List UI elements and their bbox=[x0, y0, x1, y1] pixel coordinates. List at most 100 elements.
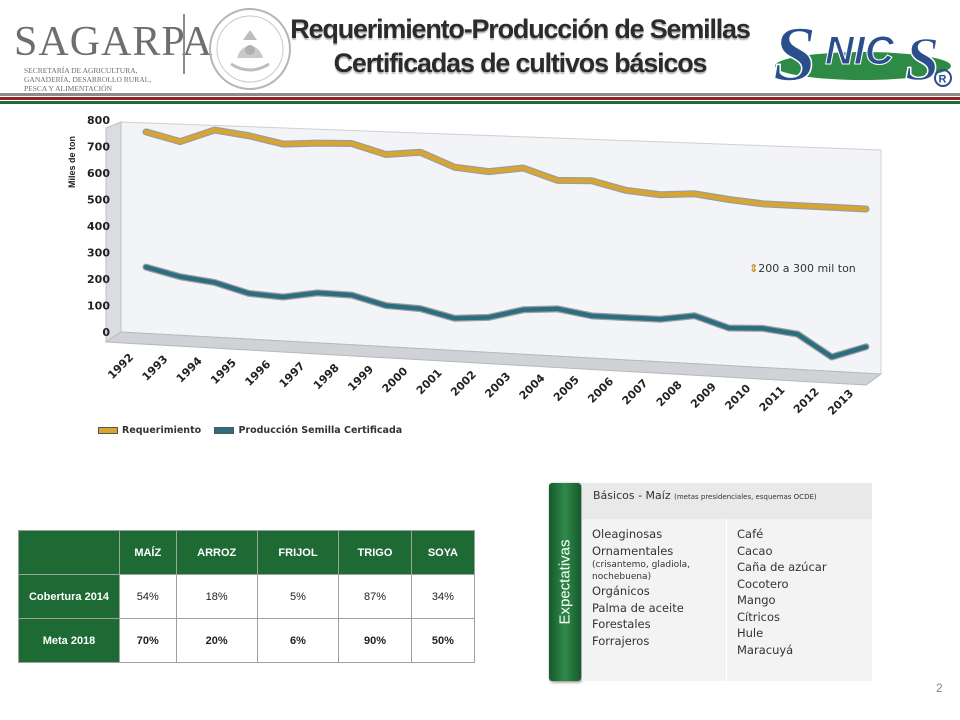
x-tick-label: 2013 bbox=[825, 387, 856, 418]
sagarpa-subtitle-line: PESCA Y ALIMENTACIÓN bbox=[24, 84, 113, 93]
chart-legend: Requerimiento Producción Semilla Certifi… bbox=[98, 425, 412, 436]
list-item: Hule bbox=[737, 626, 764, 640]
svg-text:S: S bbox=[905, 26, 939, 92]
page-title: Requerimiento-Producción de Semillas Cer… bbox=[285, 12, 755, 80]
table-header-row: MAÍZ ARROZ FRIJOL TRIGO SOYA bbox=[18, 530, 476, 575]
x-tick-label: 2004 bbox=[517, 371, 548, 402]
data-point bbox=[796, 332, 799, 336]
x-tick-label: 1992 bbox=[105, 351, 136, 382]
data-point bbox=[693, 314, 696, 317]
list-item: Cítricos bbox=[737, 609, 781, 624]
sagarpa-logo-text: SAGARPA bbox=[14, 19, 214, 65]
table-cell: 50% bbox=[410, 618, 476, 663]
list-item: Cocotero bbox=[737, 576, 789, 591]
x-tick-label: 2006 bbox=[585, 375, 616, 406]
x-tick-label: 1995 bbox=[208, 356, 239, 387]
expectativas-tab: Expectativas bbox=[549, 483, 581, 681]
title-line-1: Requerimiento-Producción de Semillas bbox=[290, 14, 751, 44]
header-divider bbox=[183, 14, 185, 74]
expectativas-col-2: Café Cacao Caña de azúcar Cocotero Mango… bbox=[727, 519, 872, 681]
chart-back-wall bbox=[120, 121, 882, 375]
x-tick-label: 2005 bbox=[551, 373, 582, 404]
top-main-text: Básicos - Maíz bbox=[593, 489, 671, 502]
col-header-soya: SOYA bbox=[410, 530, 476, 575]
sagarpa-subtitle-line: SECRETARÍA DE AGRICULTURA, bbox=[24, 66, 138, 75]
legend-item-requerimiento: Requerimiento bbox=[98, 425, 201, 436]
data-point bbox=[521, 308, 525, 311]
data-point bbox=[659, 318, 662, 321]
y-tick-label: 400 bbox=[87, 220, 110, 233]
expectativas-tab-label: Expectativas bbox=[556, 539, 574, 625]
line-chart: Miles de ton 0 100 200 300 400 500 600 700 800 1… bbox=[67, 114, 883, 418]
x-tick-label: 1998 bbox=[311, 361, 342, 392]
y-tick-label: 0 bbox=[102, 326, 110, 339]
list-item: Orgánicos bbox=[592, 584, 650, 598]
data-point bbox=[247, 292, 251, 295]
data-point bbox=[864, 345, 868, 348]
list-item: Caña de azúcar bbox=[737, 560, 827, 574]
annotation-text: 200 a 300 mil ton bbox=[758, 262, 856, 275]
x-tick-label: 2012 bbox=[791, 385, 822, 416]
data-point bbox=[350, 142, 353, 145]
expectativas-top-text: Básicos - Maíz (metas presidenciales, es… bbox=[593, 489, 817, 502]
data-point bbox=[350, 293, 353, 297]
data-point bbox=[590, 179, 593, 182]
table-cell: 34% bbox=[410, 574, 476, 619]
x-tick-label: 2001 bbox=[414, 366, 445, 397]
x-tick-label: 2010 bbox=[722, 382, 753, 413]
list-item: Oleaginosas bbox=[592, 527, 663, 541]
series-line-1 bbox=[143, 264, 869, 360]
list-item: Forestales bbox=[592, 617, 651, 631]
data-point bbox=[179, 275, 182, 278]
table-cell: 6% bbox=[256, 618, 340, 663]
data-point bbox=[659, 193, 662, 196]
header: SAGARPA SECRETARÍA DE AGRICULTURA, GANAD… bbox=[0, 0, 960, 105]
legend-label: Producción Semilla Certificada bbox=[238, 425, 403, 436]
data-point bbox=[727, 326, 731, 330]
list-item: Forrajeros bbox=[592, 633, 650, 648]
national-seal-icon bbox=[209, 8, 291, 90]
data-point bbox=[830, 206, 833, 209]
series-lines bbox=[142, 126, 870, 361]
snics-logo: S NIC S R bbox=[772, 9, 952, 92]
y-tick-label: 700 bbox=[87, 141, 110, 154]
data-point bbox=[247, 134, 251, 137]
data-point bbox=[316, 141, 319, 145]
y-tick-label: 200 bbox=[87, 273, 110, 286]
data-point bbox=[144, 265, 148, 269]
data-point bbox=[281, 142, 285, 146]
table-cell: 70% bbox=[119, 618, 177, 663]
list-item: Maracuyá bbox=[737, 642, 794, 657]
x-tick-label: 2011 bbox=[757, 384, 788, 415]
page-number: 2 bbox=[936, 681, 943, 695]
data-point bbox=[281, 295, 285, 299]
table-cell: 90% bbox=[338, 618, 412, 663]
table-cell: 87% bbox=[338, 574, 412, 619]
sagarpa-subtitle-line: GANADERÍA, DESARROLLO RURAL, bbox=[24, 75, 152, 84]
data-point bbox=[693, 192, 696, 196]
chart-annotation: ⇕200 a 300 mil ton bbox=[749, 262, 856, 275]
double-arrow-icon: ⇕ bbox=[749, 262, 759, 275]
coverage-table: MAÍZ ARROZ FRIJOL TRIGO SOYA Cobertura 2… bbox=[18, 530, 476, 663]
x-tick-label: 2002 bbox=[448, 368, 479, 399]
svg-text:S: S bbox=[773, 10, 816, 92]
x-tick-label: 1996 bbox=[242, 358, 273, 389]
header-stripe-green bbox=[0, 101, 960, 104]
y-tick-label: 500 bbox=[87, 194, 110, 207]
data-point bbox=[521, 166, 525, 170]
data-point bbox=[453, 317, 456, 320]
col-header-maiz: MAÍZ bbox=[119, 530, 177, 575]
crop-list-1: Oleaginosas Ornamentales (crisantemo, gl… bbox=[592, 526, 726, 649]
legend-swatch bbox=[214, 427, 235, 434]
svg-text:R: R bbox=[939, 74, 947, 86]
y-tick-label: 300 bbox=[87, 247, 110, 260]
list-item: Ornamentales bbox=[592, 543, 674, 558]
legend-item-produccion: Producción Semilla Certificada bbox=[214, 425, 402, 436]
table-cell: 54% bbox=[119, 574, 177, 619]
data-point bbox=[624, 316, 628, 319]
expectativas-col-1: Oleaginosas Ornamentales (crisantemo, gl… bbox=[582, 519, 726, 681]
data-point bbox=[213, 281, 216, 284]
x-tick-label: 1994 bbox=[174, 354, 205, 385]
data-point bbox=[761, 202, 765, 206]
data-point bbox=[419, 151, 422, 154]
